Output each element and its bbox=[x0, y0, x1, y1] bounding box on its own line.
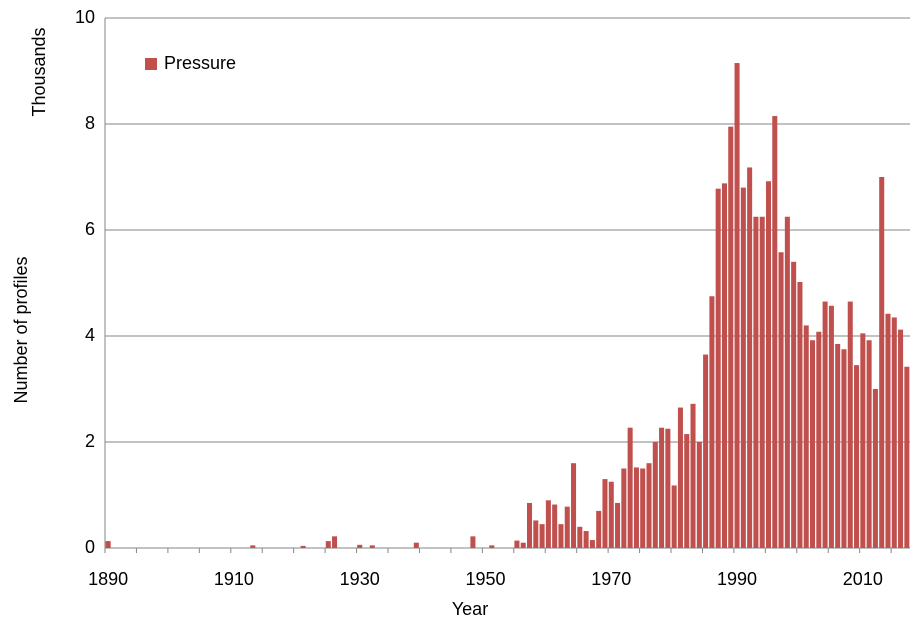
bar bbox=[898, 329, 904, 548]
bar bbox=[759, 216, 765, 548]
bar bbox=[558, 524, 564, 548]
bar bbox=[608, 481, 614, 548]
bar bbox=[633, 467, 639, 548]
bar bbox=[879, 177, 885, 548]
bar bbox=[105, 541, 111, 548]
bar bbox=[571, 463, 577, 548]
bar bbox=[715, 188, 721, 548]
x-axis-label: Year bbox=[452, 599, 488, 619]
y-unit: Thousands bbox=[29, 27, 49, 116]
bar bbox=[841, 349, 847, 548]
bar bbox=[772, 116, 778, 549]
bar bbox=[703, 354, 709, 548]
bar bbox=[690, 403, 696, 548]
bar bbox=[904, 366, 910, 548]
bar bbox=[621, 468, 627, 548]
bar bbox=[640, 468, 646, 548]
bar bbox=[470, 536, 476, 548]
bar bbox=[545, 500, 551, 548]
bar bbox=[671, 485, 677, 548]
bar bbox=[684, 434, 690, 548]
bar bbox=[665, 428, 671, 548]
y-tick-label: 8 bbox=[85, 113, 95, 133]
bar bbox=[822, 301, 828, 548]
bar bbox=[721, 183, 727, 549]
bar bbox=[728, 126, 734, 549]
legend-label: Pressure bbox=[164, 53, 236, 73]
bar bbox=[753, 216, 759, 548]
bar bbox=[797, 281, 803, 548]
bar bbox=[615, 502, 621, 548]
bar bbox=[369, 545, 375, 548]
bar bbox=[885, 313, 891, 548]
bar bbox=[803, 325, 809, 548]
bar bbox=[652, 442, 658, 548]
bar bbox=[747, 167, 753, 548]
bar bbox=[583, 531, 589, 548]
bar bbox=[765, 181, 772, 549]
bar bbox=[526, 502, 533, 548]
y-axis-label: Number of profiles bbox=[11, 256, 31, 403]
bar bbox=[891, 317, 897, 548]
bar bbox=[577, 526, 583, 548]
x-tick-label: 1890 bbox=[88, 569, 128, 589]
bar bbox=[300, 545, 306, 548]
bar bbox=[602, 479, 608, 548]
bar bbox=[589, 540, 595, 548]
bar bbox=[646, 463, 652, 548]
bar bbox=[520, 542, 526, 548]
bar bbox=[784, 216, 790, 548]
bar bbox=[816, 331, 822, 548]
bar bbox=[835, 343, 841, 548]
bar bbox=[791, 261, 797, 548]
bar bbox=[854, 365, 860, 548]
y-tick-label: 2 bbox=[85, 431, 95, 451]
bar bbox=[872, 389, 878, 548]
x-tick-label: 1990 bbox=[717, 569, 757, 589]
y-tick-label: 0 bbox=[85, 537, 95, 557]
bar bbox=[696, 442, 702, 548]
x-tick-label: 1910 bbox=[214, 569, 254, 589]
legend-swatch bbox=[145, 58, 157, 70]
bar bbox=[828, 305, 834, 548]
y-tick-label: 6 bbox=[85, 219, 95, 239]
bar bbox=[810, 340, 816, 548]
bar bbox=[533, 520, 539, 548]
y-tick-label: 4 bbox=[85, 325, 95, 345]
bar bbox=[564, 506, 570, 548]
y-tick-label: 10 bbox=[75, 7, 95, 27]
bar bbox=[734, 63, 740, 549]
bar bbox=[709, 296, 715, 548]
bar bbox=[413, 542, 419, 548]
bar bbox=[778, 252, 784, 548]
bar bbox=[847, 301, 853, 548]
bar bbox=[677, 407, 683, 548]
x-tick-label: 1950 bbox=[465, 569, 505, 589]
bar bbox=[250, 545, 256, 548]
x-tick-label: 2010 bbox=[843, 569, 883, 589]
bar bbox=[860, 333, 866, 548]
bar bbox=[627, 427, 633, 548]
bar bbox=[740, 187, 746, 548]
x-tick-label: 1970 bbox=[591, 569, 631, 589]
bar bbox=[332, 536, 338, 548]
bar bbox=[539, 524, 545, 548]
bar bbox=[325, 541, 331, 548]
bar bbox=[596, 510, 602, 548]
bar bbox=[552, 504, 558, 548]
bar bbox=[489, 545, 495, 548]
bar bbox=[514, 540, 520, 548]
bar bbox=[357, 544, 363, 548]
bar bbox=[866, 340, 872, 548]
bar bbox=[659, 427, 665, 548]
x-tick-label: 1930 bbox=[340, 569, 380, 589]
